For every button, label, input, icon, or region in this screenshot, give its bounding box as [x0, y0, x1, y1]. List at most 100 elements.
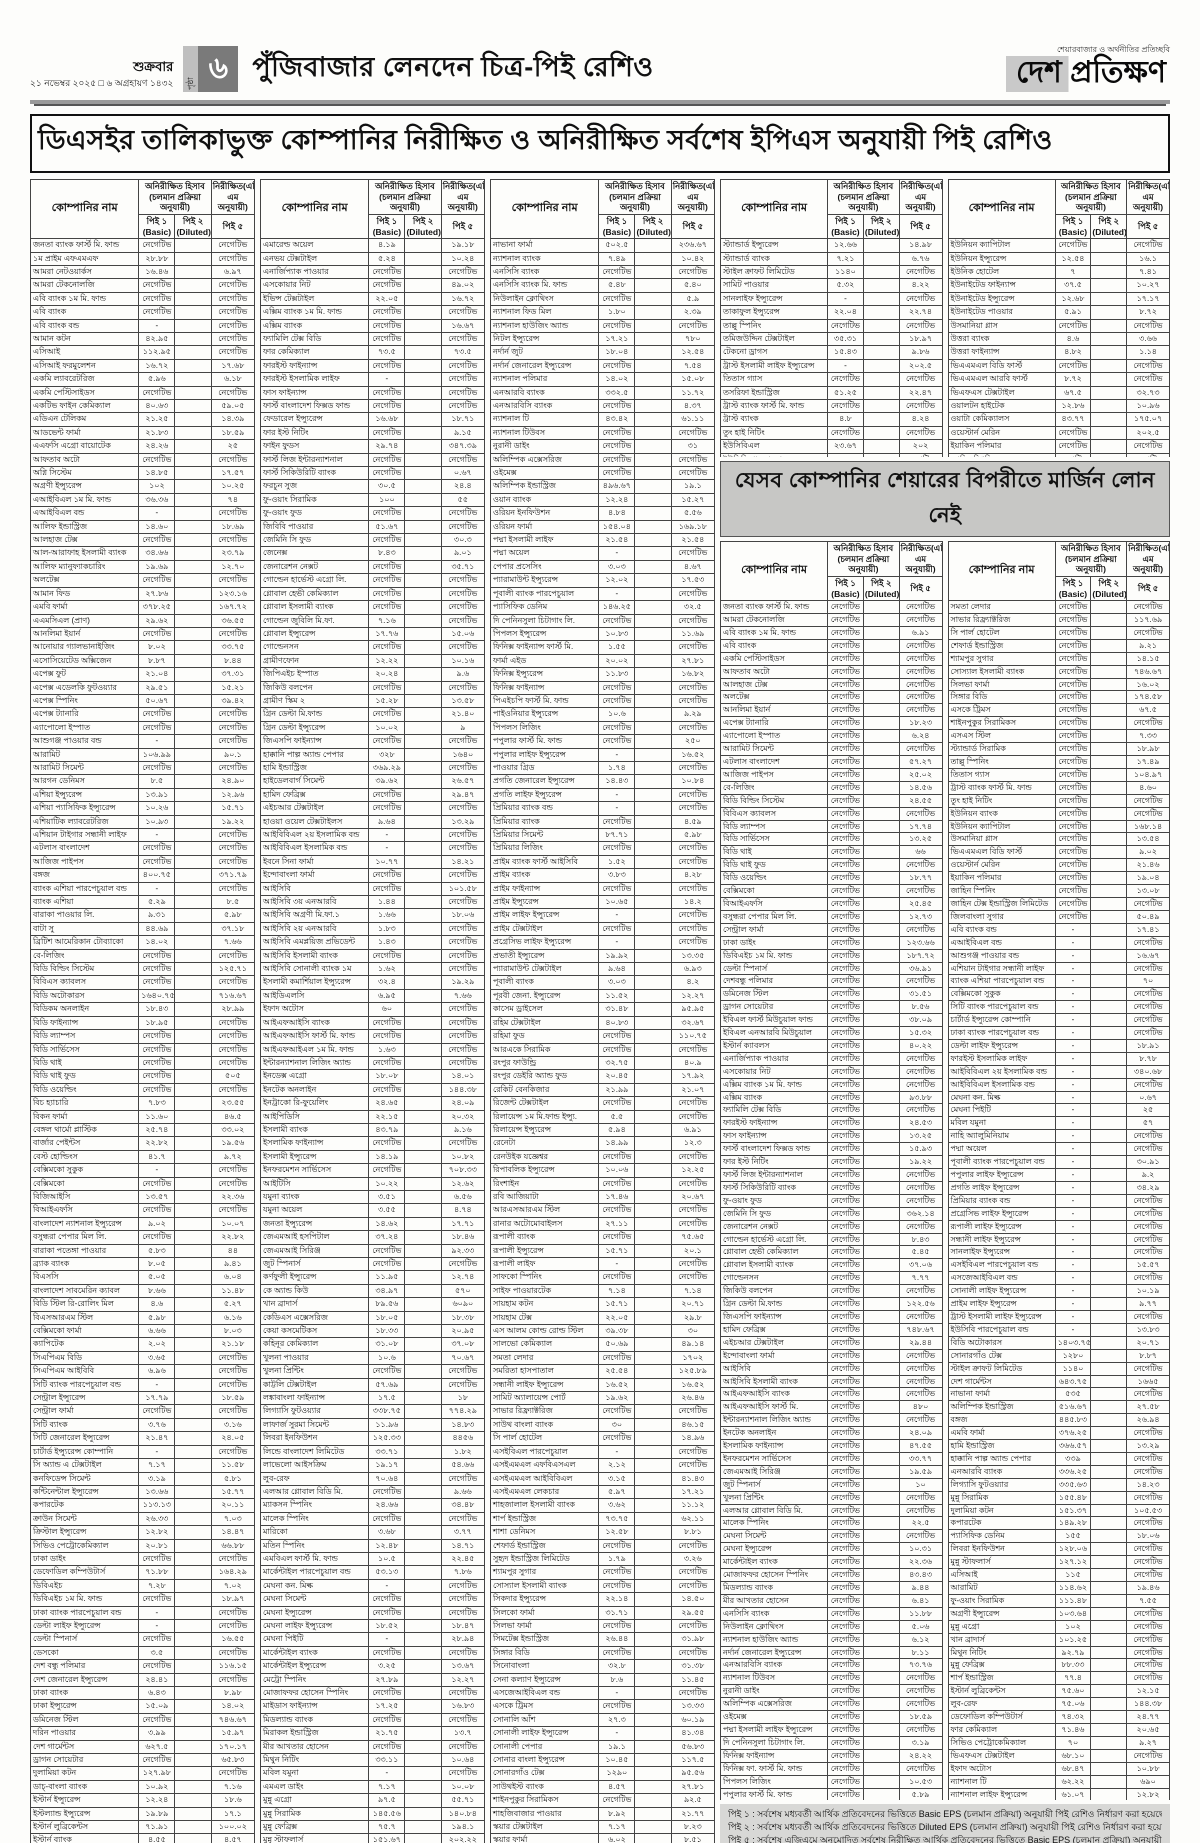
company-name: পূরবী জেনা. ইন্স্যুরেন্স [490, 988, 600, 1004]
company-name: মুন্নু ফেব্রিক্স [260, 1820, 370, 1835]
pe-value: নেগেটিভ [827, 1193, 864, 1208]
table-row: ভিএএমএল আরবি ফার্স্ট ৮.৭২ নেগেটিভ [947, 372, 1170, 387]
pe-value: নেগেটিভ [1126, 1555, 1170, 1570]
pe-value: নেগেটিভ [898, 1309, 943, 1324]
table-row: হাক্কানি পাল্প অ্যান্ড পেপার ৩৩৯ নেগেটিভ [947, 1451, 1170, 1466]
pe-value: ২৭.৩ [598, 1712, 636, 1728]
table-row: ফার্স্ট সিকিউরিটি ব্যাংক নেগেটিভ নেগেটিভ [720, 1180, 943, 1195]
pe-value: নেগেটিভ [598, 1230, 636, 1245]
company-name: আরগন ডেনিমস [30, 774, 140, 789]
company-name: আইসিবি ৩য় এনআরবি [260, 895, 370, 910]
pe-value: ৩৭.১৮ [210, 921, 255, 937]
table-row: কাট্টলি টেক্সটাইল ৫৭.৬৯ নেগেটিভ [260, 1377, 485, 1393]
pe-value [634, 278, 672, 293]
pe-value: নেগেটিভ [827, 664, 864, 679]
pe-value: ১২৭.১২ [1054, 1555, 1092, 1570]
pe-value [174, 466, 212, 481]
pe-value: ১৮.২৩ [898, 716, 943, 731]
pe-value: নেগেটিভ [210, 1055, 255, 1071]
pe-value [1090, 1748, 1128, 1763]
pe-value [1090, 871, 1128, 886]
pe-value [634, 479, 672, 494]
pe-value: ৩.২৫ [368, 1659, 406, 1674]
pe-value: নেগেটিভ [827, 425, 864, 441]
table-row: ডেফোডিল কম্পিউটার্স ৭১.৮৮ ১৬৪.২৯ [30, 1565, 255, 1580]
company-name: কপারটেক [30, 1498, 140, 1513]
pe-value: ১৫.৭৭ [210, 1484, 255, 1500]
pe-value: ১৫.৭১ [598, 1297, 636, 1312]
pe-value: ৫০.৬৯ [598, 1337, 636, 1352]
pe-value: নেগেটিভ [598, 1029, 636, 1044]
table-row: এসজেআইবিএল বন্ড - নেগেটিভ [947, 1271, 1170, 1286]
pe-value: নেগেটিভ [138, 1029, 176, 1044]
pe-value: ১৩.২৫ [898, 1129, 943, 1144]
pe-value: নেগেটিভ [138, 1659, 176, 1674]
table-row: হাক্কানি পাল্প অ্যান্ড পেপার ৩২৮ ১৬৪০ [260, 747, 485, 762]
pe-value: ১০.৬৪ [440, 1753, 485, 1768]
pe-value [174, 1484, 212, 1500]
pe-value [634, 1471, 672, 1486]
pe-value: নেগেটিভ [1126, 1568, 1170, 1582]
company-name: ওরিয়ন ফার্মা [490, 519, 600, 535]
table-row: ডেল্টা স্পিনার্স নেগেটিভ ১৬.৫৫ [30, 1632, 255, 1647]
pe-value: ১৫.৪৩ [827, 345, 864, 360]
table-row: কাসেম ড্রাইসেল ৩১.৪৮ ৯৫.৯৫ [490, 1002, 715, 1017]
pe-value: ৭১.৮৮ [138, 1565, 176, 1580]
table-row: দি পেনিনসুলা চিটাগাং লি. নেগেটিভ ৩.১৯ [720, 1735, 943, 1750]
pe-value: ৫.৩২ [827, 278, 864, 293]
pe-value: - [598, 908, 636, 923]
pe-value [634, 667, 672, 682]
table-row: এসকে ট্রিমস নেগেটিভ ১৩.৩৩ [490, 1699, 715, 1714]
table-row: মুন্নু সিরামিক ১৪৫.৫৬ ১৪০.৮৪ [260, 1806, 485, 1822]
pe-value: ১২.৭৩ [898, 909, 943, 924]
pe-value: নেগেটিভ [898, 1413, 943, 1428]
company-name: গ্রিন ডেল্টা মি.ফান্ড [720, 1297, 829, 1311]
pe-value [174, 1042, 212, 1057]
pe-value: নেগেটিভ [670, 1109, 715, 1124]
pe-value: নেগেটিভ [440, 1739, 485, 1755]
table-row: সিমটেক্স ইন্ডাস্ট্রিজ ২৬.৪৪ ৩১.৯৮ [490, 1632, 715, 1647]
company-name: ক্রিস্টাল ইন্স্যুরেন্স [30, 1525, 140, 1540]
table-row: সন্ধানী লাইফ ইন্স্যুরেন্স ১৬.৫২ ১৬.৫২ [490, 1377, 715, 1393]
company-name: জেএমআই সিরিঞ্জ [260, 1243, 370, 1259]
pe-value [862, 767, 900, 782]
pe-value: ১৪.৪৭ [210, 1525, 255, 1540]
pe-value: ৪৯.০২ [440, 278, 485, 293]
pe-value: ৩.৭৬ [138, 1417, 176, 1433]
pe-value [174, 1417, 212, 1433]
pe-value [1090, 1658, 1128, 1673]
pe-value: ১০.৫৩ [898, 1774, 943, 1789]
pe-value: নেগেটিভ [1054, 793, 1092, 808]
pe-value: নেগেটিভ [827, 742, 864, 756]
company-name: ট্রাস্ট ব্যাংক ফার্স্ট মি. ফান্ড [947, 780, 1056, 795]
pe-value [862, 1193, 900, 1208]
pe-value: ৫.৯৪ [598, 1122, 636, 1138]
pe-value [862, 291, 900, 307]
pe-value: ৯.৪১ [210, 1256, 255, 1272]
company-name: ফু-ওয়াং সিরামিক [260, 492, 370, 508]
table-row: ফু-ওয়াং ফুড নেগেটিভ নেগেটিভ [720, 1193, 943, 1208]
pe-value [1090, 1722, 1128, 1737]
table-row: ব্র্যাক ব্যাংক ৮.০৫ ৯.৪১ [30, 1256, 255, 1272]
table-row: সন্ধানী লাইফ ইন্স্যুরেন্স - নেগেটিভ [947, 1232, 1170, 1247]
company-name: বাংলাদেশ ন্যাশনাল ইন্স্যুরেন্স [30, 1216, 140, 1232]
company-name: ঢাকা ব্যাংক পারপেচুয়াল বন্ড [947, 1026, 1056, 1040]
table-row: প্যারামাউন্ট টেক্সটাইল ৯.৬৪ ৬.৯৩ [490, 962, 715, 977]
pe-value: নেগেটিভ [827, 961, 864, 976]
pe-value: নেগেটিভ [898, 651, 943, 666]
company-name: এনার্জিপ্যাক পাওয়ার [720, 1051, 829, 1066]
company-name: ইসলামিক ফাইন্যান্স [720, 1439, 829, 1453]
table-row: জুট স্পিনার্স নেগেটিভ ১০ [720, 1477, 943, 1492]
pe-value [862, 961, 900, 976]
pe-value: ৭৩.৫ [368, 345, 406, 360]
pe-value: ১৩.৯১ [138, 787, 176, 803]
pe-value: ২১.৭৭ [670, 1806, 715, 1822]
pe-value: নেগেটিভ [1054, 806, 1092, 821]
pe-value: ৬.৯৩ [670, 962, 715, 977]
table-row: জাহিন টেক্স ইন্ডাস্ট্রিজ লিমিটেড নেগেটিভ ন… [947, 896, 1170, 911]
pe-value [1090, 742, 1128, 756]
pe-value [634, 318, 672, 333]
pe-value [1090, 1258, 1128, 1273]
pe-value: নেগেটিভ [827, 1051, 864, 1066]
pe-value [634, 693, 672, 709]
